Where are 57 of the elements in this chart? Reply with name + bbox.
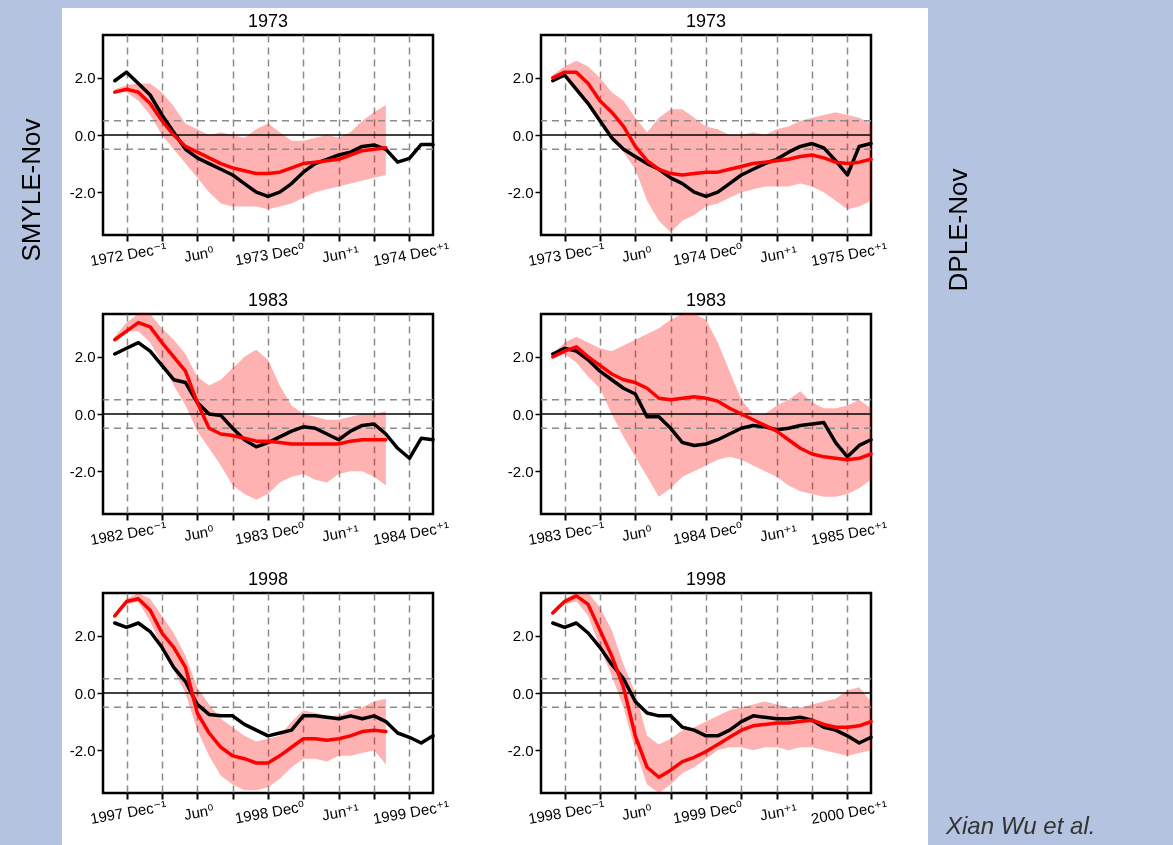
y-tick-label: 2.0 <box>512 69 534 87</box>
chart-title: 1973 <box>247 11 289 31</box>
x-tick-label: Jun⁰ <box>182 521 216 544</box>
x-tick-label: 1999 Dec⁺¹ <box>371 796 451 827</box>
x-tick-label: 1997 Dec⁻¹ <box>88 796 168 827</box>
x-tick-label: Jun⁺¹ <box>320 242 361 266</box>
x-tick-label: 1983 Dec⁻¹ <box>526 517 606 548</box>
x-tick-label: 1975 Dec⁺¹ <box>809 238 889 269</box>
y-axis-title: SMYLE-Nov <box>15 118 47 262</box>
chart-title: 1998 <box>685 569 727 589</box>
x-tick-label: 1982 Dec⁻¹ <box>88 517 168 548</box>
x-tick-label: 1983 Dec⁰ <box>233 518 306 548</box>
x-tick-label: Jun⁰ <box>182 800 216 823</box>
x-tick-label: 1998 Dec⁰ <box>233 797 306 827</box>
y-tick-label: 2.0 <box>74 69 96 87</box>
x-tick-label: 1984 Dec⁰ <box>671 518 744 548</box>
x-tick-label: 1985 Dec⁺¹ <box>809 517 889 548</box>
y-tick-label: -2.0 <box>507 183 534 201</box>
x-tick-label: 1973 Dec⁻¹ <box>526 238 606 269</box>
y-tick-label: 2.0 <box>512 627 534 645</box>
x-tick-label: 2000 Dec⁺¹ <box>809 796 889 827</box>
x-tick-label: Jun⁺¹ <box>758 521 799 545</box>
x-tick-label: Jun⁰ <box>620 800 654 823</box>
x-tick-label: 1984 Dec⁺¹ <box>371 517 451 548</box>
x-tick-label: 1999 Dec⁰ <box>671 797 744 827</box>
x-tick-label: Jun⁰ <box>620 242 654 265</box>
y-tick-label: -2.0 <box>69 183 96 201</box>
x-tick-label: Jun⁰ <box>182 242 216 265</box>
x-tick-label: Jun⁺¹ <box>320 800 361 824</box>
y-tick-label: 0.0 <box>512 684 534 702</box>
x-tick-label: 1972 Dec⁻¹ <box>88 238 168 269</box>
chart-title: 1973 <box>685 11 727 31</box>
y-tick-label: -2.0 <box>69 741 96 759</box>
y2-axis-title: DPLE-Nov <box>942 168 974 292</box>
x-tick-label: 1998 Dec⁻¹ <box>526 796 606 827</box>
x-tick-label: 1974 Dec⁺¹ <box>371 238 451 269</box>
y-tick-label: 2.0 <box>74 348 96 366</box>
y-tick-label: 0.0 <box>512 405 534 423</box>
y-tick-label: 2.0 <box>74 627 96 645</box>
y-tick-label: -2.0 <box>507 462 534 480</box>
x-tick-label: Jun⁺¹ <box>758 800 799 824</box>
x-tick-label: 1974 Dec⁰ <box>671 239 744 269</box>
text: Xian Wu et al. <box>946 812 1096 840</box>
y-tick-label: -2.0 <box>507 741 534 759</box>
chart-title: 1998 <box>247 569 289 589</box>
y-tick-label: 2.0 <box>512 348 534 366</box>
y-tick-label: 0.0 <box>74 126 96 144</box>
chart-title: 1983 <box>685 290 727 310</box>
x-tick-label: 1973 Dec⁰ <box>233 239 306 269</box>
x-tick-label: Jun⁺¹ <box>758 242 799 266</box>
x-tick-label: Jun⁺¹ <box>320 521 361 545</box>
y-tick-label: 0.0 <box>74 405 96 423</box>
y-tick-label: 0.0 <box>512 126 534 144</box>
y-tick-label: -2.0 <box>69 462 96 480</box>
x-tick-label: Jun⁰ <box>620 521 654 544</box>
y-tick-label: 0.0 <box>74 684 96 702</box>
chart-title: 1983 <box>247 290 289 310</box>
